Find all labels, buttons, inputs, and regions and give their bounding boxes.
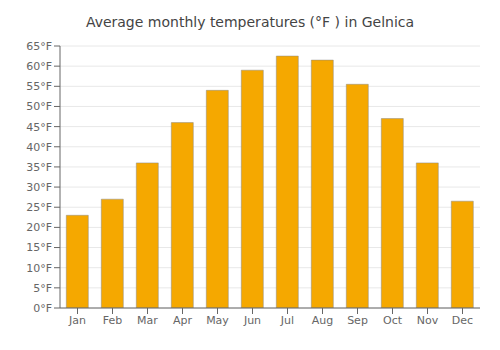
svg-text:Jun: Jun bbox=[243, 314, 261, 327]
svg-text:Aug: Aug bbox=[312, 314, 333, 327]
svg-text:25°F: 25°F bbox=[26, 201, 52, 214]
svg-text:35°F: 35°F bbox=[26, 161, 52, 174]
svg-text:45°F: 45°F bbox=[26, 121, 52, 134]
svg-text:30°F: 30°F bbox=[26, 181, 52, 194]
svg-text:65°F: 65°F bbox=[26, 40, 52, 53]
svg-text:Apr: Apr bbox=[173, 314, 193, 327]
svg-text:40°F: 40°F bbox=[26, 141, 52, 154]
svg-text:Jan: Jan bbox=[68, 314, 86, 327]
html-text:Average monthly temperatures (: Average monthly temperatures (°F ) in Ge… bbox=[85, 14, 415, 30]
svg-text:50°F: 50°F bbox=[26, 100, 52, 113]
svg-text:55°F: 55°F bbox=[26, 80, 52, 93]
svg-text:Nov: Nov bbox=[417, 314, 439, 327]
svg-text:Mar: Mar bbox=[137, 314, 158, 327]
svg-text:20°F: 20°F bbox=[26, 221, 52, 234]
svg-text:Dec: Dec bbox=[452, 314, 473, 327]
svg-text:15°F: 15°F bbox=[26, 241, 52, 254]
svg-text:May: May bbox=[206, 314, 229, 327]
svg-text:Jul: Jul bbox=[280, 314, 294, 327]
svg-text:10°F: 10°F bbox=[26, 262, 52, 275]
svg-text:0°F: 0°F bbox=[33, 302, 52, 315]
svg-text:Feb: Feb bbox=[103, 314, 122, 327]
svg-text:5°F: 5°F bbox=[33, 282, 52, 295]
svg-text:Oct: Oct bbox=[383, 314, 403, 327]
svg-text:60°F: 60°F bbox=[26, 60, 52, 73]
svg-text:Sep: Sep bbox=[347, 314, 368, 327]
